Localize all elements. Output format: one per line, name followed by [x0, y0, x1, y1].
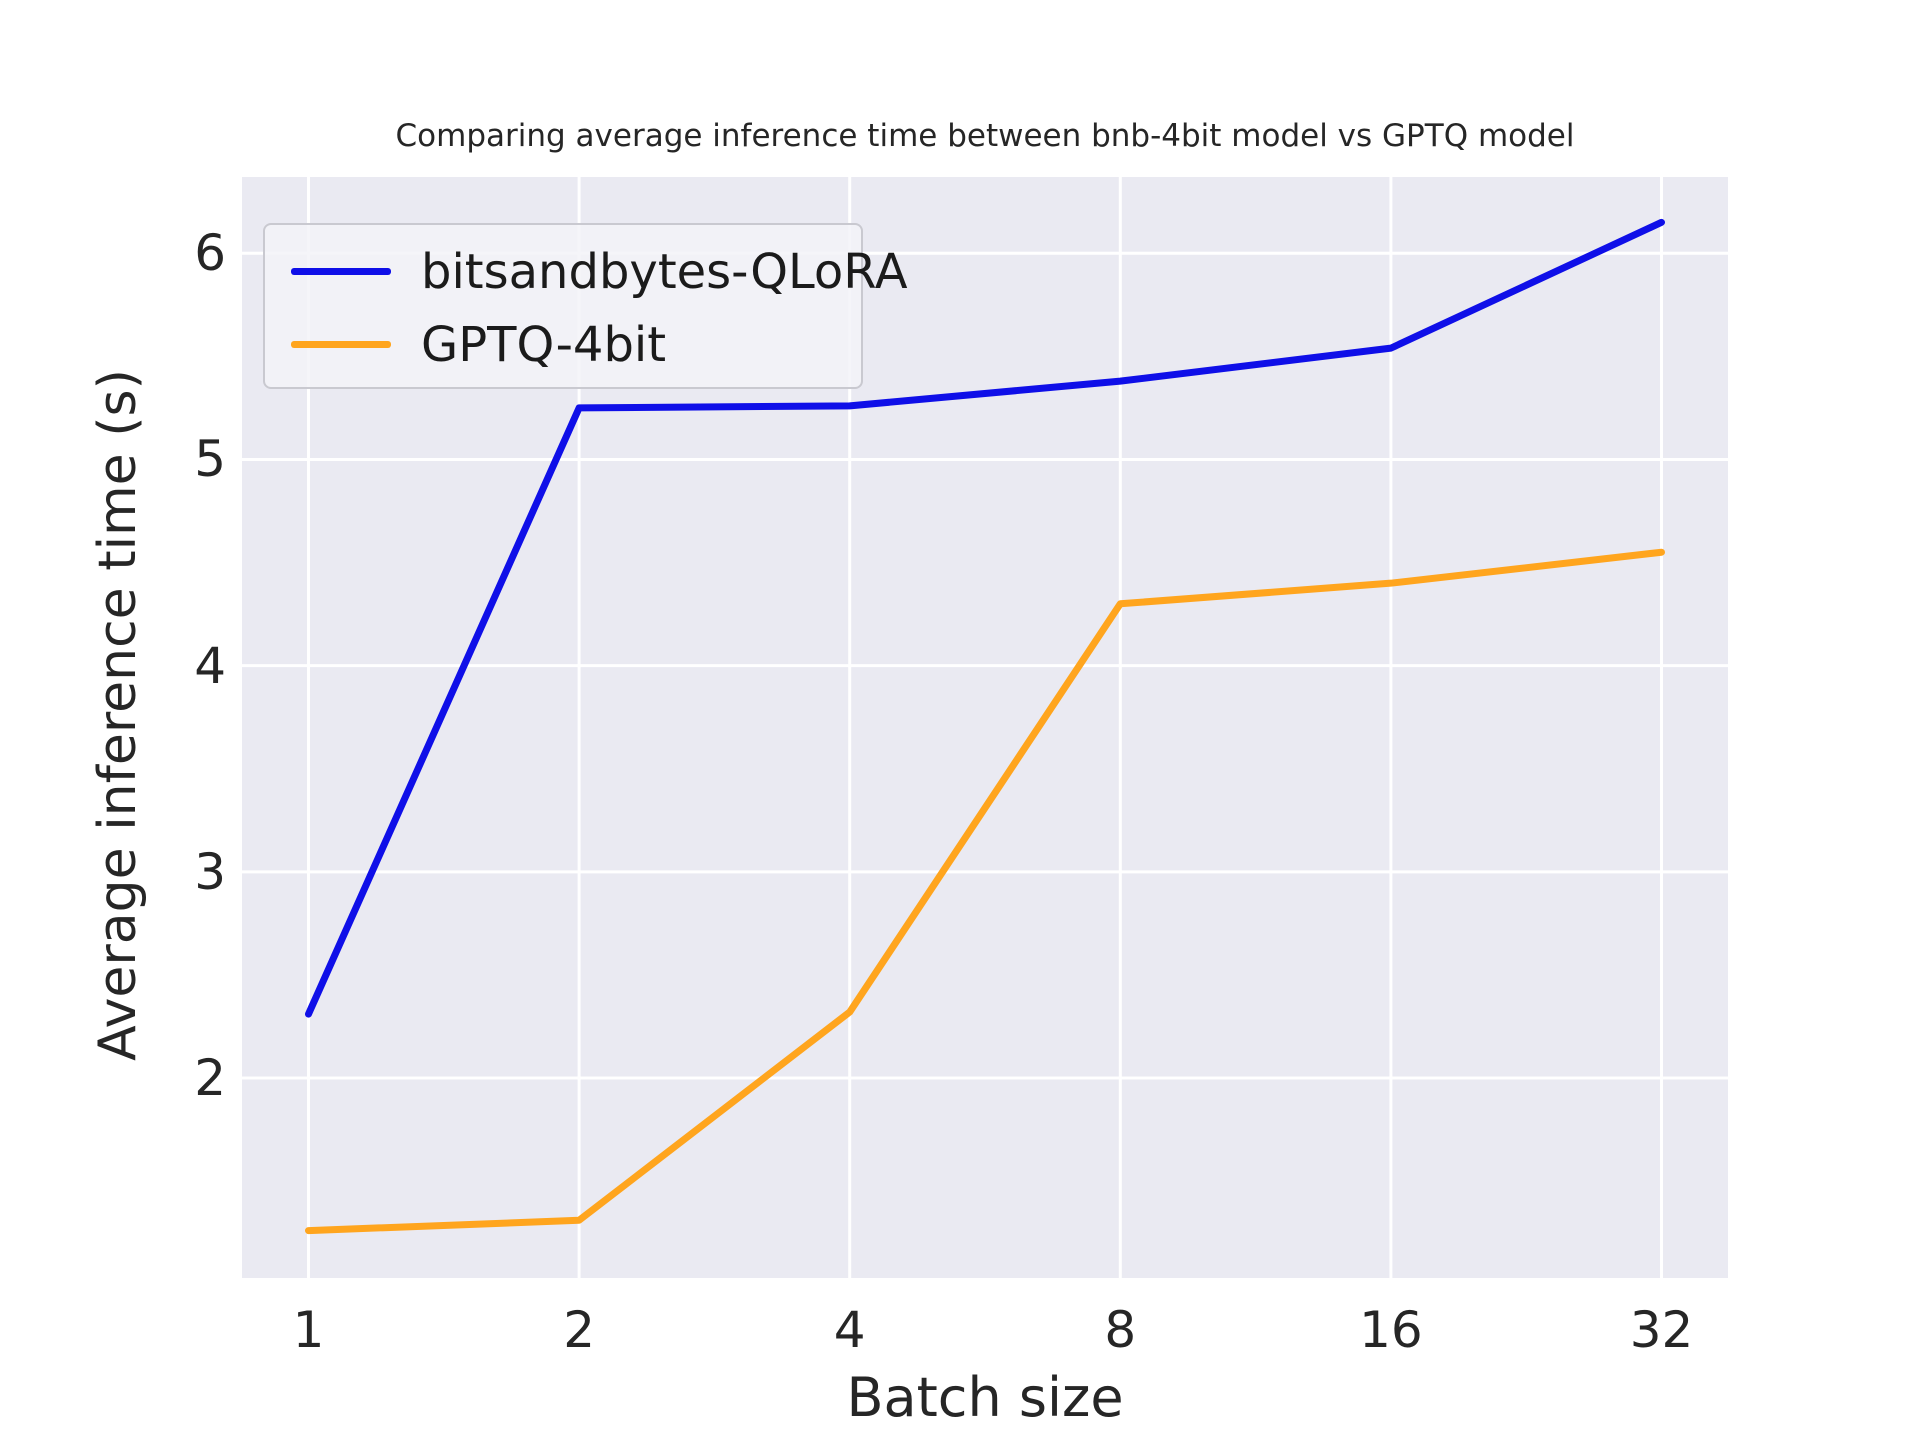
- x-tick-label: 1: [292, 1301, 325, 1359]
- y-tick-label: 5: [194, 430, 226, 489]
- y-axis-label: Average inference time (s): [88, 369, 148, 1061]
- y-tick-label: 4: [194, 636, 226, 695]
- x-tick-label: 4: [833, 1301, 866, 1359]
- legend-line-swatch-gptq: [291, 341, 391, 348]
- legend-label: GPTQ-4bit: [421, 316, 667, 373]
- series-line-bitsandbytes-qlora: [305, 218, 1665, 1018]
- x-tick-label: 2: [563, 1301, 595, 1359]
- legend-entry: GPTQ-4bit: [291, 308, 861, 381]
- series-line-gptq-4bit: [305, 548, 1665, 1235]
- x-tick-label: 32: [1629, 1301, 1694, 1359]
- legend: bitsandbytes-QLoRA GPTQ-4bit: [263, 223, 908, 389]
- y-tick-label: 2: [194, 1049, 226, 1107]
- y-tick-label: 3: [194, 842, 226, 901]
- legend-label: bitsandbytes-QLoRA: [421, 243, 908, 300]
- legend-line-swatch-bitsandbytes: [291, 268, 391, 275]
- x-tick-label: 8: [1104, 1301, 1137, 1359]
- x-tick-label: 16: [1359, 1301, 1423, 1359]
- y-tick-label: 6: [194, 224, 226, 283]
- x-axis-label: Batch size: [846, 1366, 1124, 1429]
- chart-title: Comparing average inference time between…: [395, 118, 1575, 154]
- legend-entry: bitsandbytes-QLoRA: [291, 235, 908, 308]
